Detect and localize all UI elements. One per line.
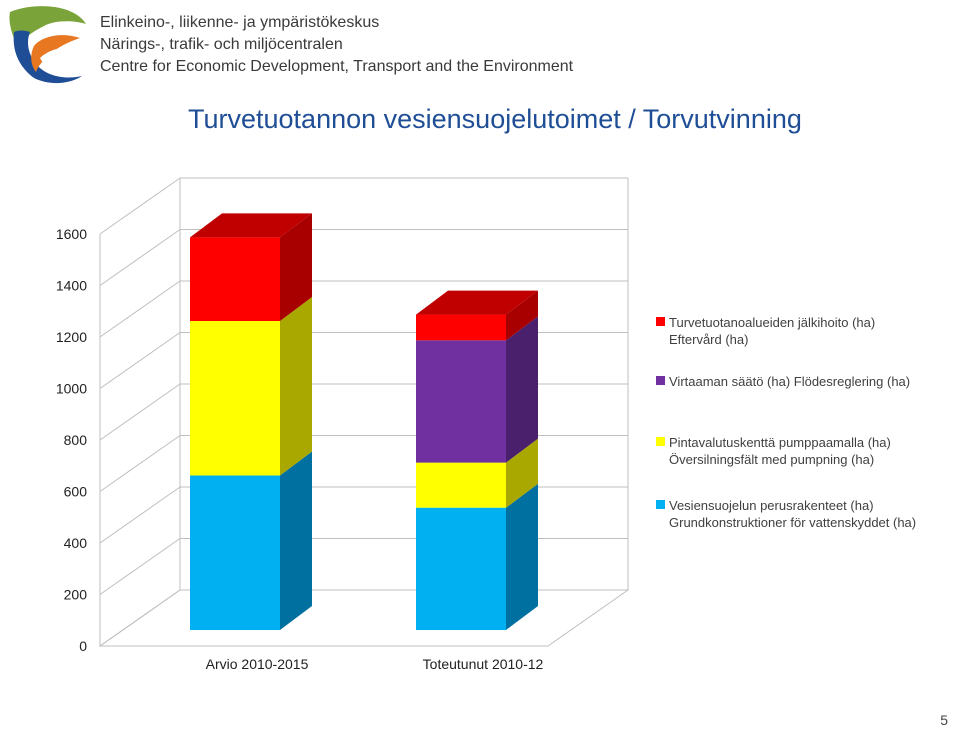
gridline-side xyxy=(99,332,181,389)
y-tick-label: 800 xyxy=(64,432,88,448)
bar-front xyxy=(416,314,506,341)
legend-swatch xyxy=(656,376,665,385)
bar-top xyxy=(190,213,312,238)
bar-front xyxy=(416,462,506,508)
logo-white-leaf xyxy=(40,47,74,66)
bar-front xyxy=(190,237,280,321)
legend-label: Grundkonstruktioner för vattenskyddet (h… xyxy=(669,515,916,530)
legend-label: Virtaaman säätö (ha) Flödesreglering (ha… xyxy=(669,374,910,389)
bar-front xyxy=(190,321,280,476)
gridline-side xyxy=(99,280,181,338)
legend-label: Eftervård (ha) xyxy=(669,332,748,347)
slide-title: Turvetuotannon vesiensuojelutoimet / Tor… xyxy=(188,104,802,134)
legend-label: Pintavalutuskenttä pumppaamalla (ha) xyxy=(669,435,891,450)
y-tick-label: 400 xyxy=(64,535,88,551)
gridline-side xyxy=(99,589,181,647)
bar-side xyxy=(280,297,312,476)
y-tick-label: 1400 xyxy=(56,278,87,294)
bar-side xyxy=(506,316,538,463)
gridline-side xyxy=(99,538,181,595)
legend-label: Översilningsfält med pumpning (ha) xyxy=(669,452,874,467)
gridline-side xyxy=(99,486,181,544)
bar-front xyxy=(416,507,506,630)
bar-side xyxy=(506,290,538,341)
y-tick-label: 1000 xyxy=(56,381,87,397)
legend-swatch xyxy=(656,437,665,446)
org-name-sv: Närings-, trafik- och miljöcentralen xyxy=(100,36,343,53)
y-tick-label: 600 xyxy=(64,484,88,500)
chart-floor xyxy=(98,589,630,647)
bar-top xyxy=(416,290,538,315)
legend-swatch xyxy=(656,317,665,326)
bar-side xyxy=(506,438,538,508)
x-tick-label: Toteutunut 2010-12 xyxy=(423,656,544,672)
legend-label: Vesiensuojelun perusrakenteet (ha) xyxy=(669,498,874,513)
bar-front xyxy=(190,475,280,630)
bar-front xyxy=(416,340,506,463)
legend-swatch xyxy=(656,500,665,509)
gridline-side xyxy=(99,229,181,286)
page-number: 5 xyxy=(940,712,948,728)
x-tick-label: Arvio 2010-2015 xyxy=(206,656,309,672)
gridline-side xyxy=(99,177,181,235)
header: Elinkeino-, liikenne- ja ympäristökeskus… xyxy=(0,0,960,90)
bar-side xyxy=(280,451,312,630)
org-name-en: Centre for Economic Development, Transpo… xyxy=(100,58,574,75)
y-tick-label: 1600 xyxy=(56,226,87,242)
y-tick-label: 200 xyxy=(64,587,88,603)
y-tick-label: 1200 xyxy=(56,329,87,345)
gridline-side xyxy=(99,383,181,441)
gridline-side xyxy=(99,435,181,492)
logo-orange-leaf xyxy=(31,35,80,72)
logo-blue-shape xyxy=(13,30,83,84)
ely-logo xyxy=(9,6,86,84)
legend-label: Turvetuotanoalueiden jälkihoito (ha) xyxy=(669,315,875,330)
y-tick-label: 0 xyxy=(79,638,87,654)
org-name-fi: Elinkeino-, liikenne- ja ympäristökeskus xyxy=(100,14,380,31)
bar-side xyxy=(506,483,538,630)
bar-side xyxy=(280,213,312,321)
logo-green-leaf xyxy=(9,6,86,47)
